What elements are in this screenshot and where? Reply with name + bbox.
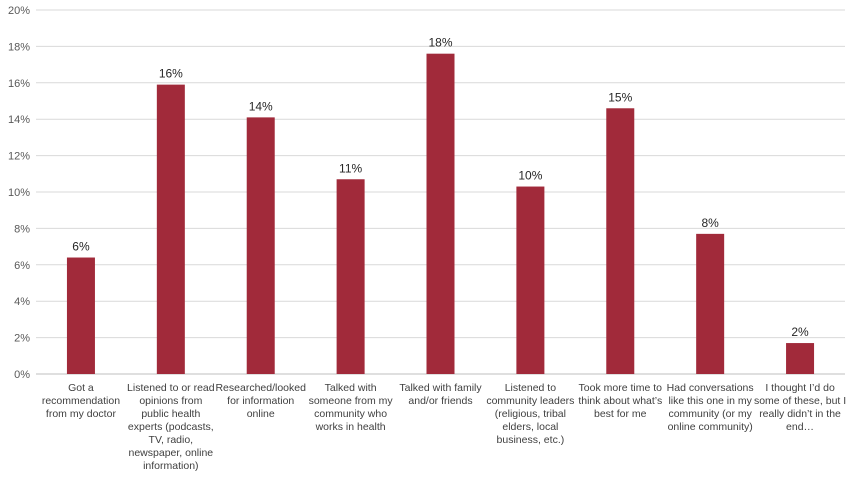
bar (66, 257, 95, 374)
category-label: Talked with family and/or friends (399, 382, 482, 407)
y-tick-label: 6% (14, 260, 30, 272)
category-label: Listened to or read opinions from public h… (127, 382, 215, 472)
y-tick-label: 8% (14, 223, 30, 235)
category-label: Had conversations like this one in my comm… (667, 382, 754, 433)
category-label: Took more time to think about what’s best … (578, 382, 662, 420)
y-tick-label: 2% (14, 333, 30, 345)
category-label: Got a recommendation from my doctor (42, 382, 120, 420)
category-label: Researched/looked for information online (215, 382, 306, 420)
bar (426, 53, 455, 375)
data-label: 10% (518, 169, 542, 183)
y-tick-label: 18% (8, 41, 30, 53)
bar (696, 233, 725, 374)
bar (156, 84, 185, 375)
bars (66, 53, 815, 375)
category-labels: Got a recommendation from my doctorListene… (42, 382, 846, 472)
category-label: Talked with someone from my community who w… (309, 382, 394, 433)
y-tick-label: 4% (14, 296, 30, 308)
y-tick-label: 20% (8, 5, 30, 17)
bar (786, 343, 815, 374)
bar (336, 179, 365, 374)
data-label: 6% (72, 240, 90, 254)
y-tick-label: 16% (8, 78, 30, 90)
category-label: Listened to community leaders (religious, … (486, 382, 574, 446)
data-label: 8% (701, 216, 719, 230)
bar (516, 186, 545, 374)
y-tick-label: 14% (8, 114, 30, 126)
y-axis-ticks: 0% 2% 4% 6% 8% 10% 12% 14% 16% 18% 20% (8, 5, 30, 381)
bar (606, 108, 635, 374)
data-label: 14% (249, 99, 273, 113)
data-label: 15% (608, 90, 632, 104)
y-tick-label: 0% (14, 369, 30, 381)
bar (246, 117, 275, 374)
data-labels: 6% 16% 14% 11% 18% 10% 15% 8% 2% (72, 36, 809, 339)
data-label: 11% (339, 161, 362, 175)
y-tick-label: 10% (8, 187, 30, 199)
data-label: 2% (791, 325, 809, 339)
y-tick-label: 12% (8, 151, 30, 163)
data-label: 16% (159, 67, 183, 81)
data-label: 18% (428, 36, 452, 50)
